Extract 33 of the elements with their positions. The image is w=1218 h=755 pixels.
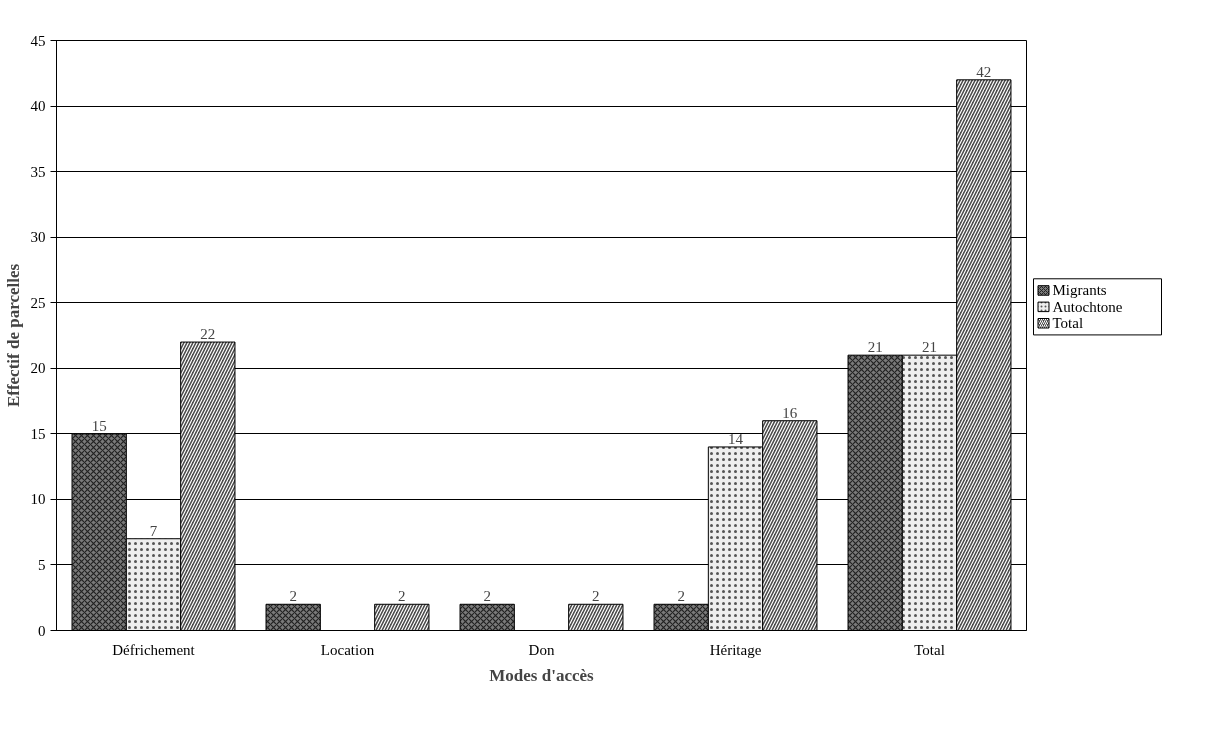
data-label: 14 bbox=[728, 430, 744, 447]
legend-label: Total bbox=[1052, 315, 1084, 332]
data-label: 21 bbox=[867, 339, 883, 356]
data-label: 22 bbox=[200, 326, 216, 343]
y-tick-label: 45 bbox=[30, 32, 46, 49]
y-tick-label: 0 bbox=[38, 622, 46, 639]
data-label: 2 bbox=[483, 588, 491, 605]
data-label: 2 bbox=[398, 588, 406, 605]
y-tick-label: 20 bbox=[30, 360, 46, 377]
y-tick-label: 30 bbox=[30, 229, 46, 246]
data-label: 42 bbox=[976, 63, 992, 80]
y-tick-label: 40 bbox=[30, 98, 46, 115]
y-axis-title: Effectif de parcelles bbox=[3, 263, 23, 408]
data-label: 21 bbox=[922, 339, 937, 356]
data-label: 2 bbox=[677, 588, 685, 605]
legend-label: Autochtone bbox=[1052, 298, 1123, 315]
x-tick-label: Héritage bbox=[709, 641, 762, 658]
data-label: 16 bbox=[782, 404, 798, 421]
y-tick-label: 15 bbox=[30, 425, 46, 442]
x-tick-label: Don bbox=[528, 641, 555, 658]
data-label: 7 bbox=[149, 522, 158, 539]
x-tick-label: Total bbox=[914, 641, 945, 658]
x-axis-title: Modes d'accès bbox=[489, 665, 595, 685]
y-tick-label: 35 bbox=[30, 163, 46, 180]
data-label: 15 bbox=[91, 417, 107, 434]
data-label: 2 bbox=[592, 588, 600, 605]
data-label: 2 bbox=[289, 588, 297, 605]
y-tick-label: 25 bbox=[30, 294, 46, 311]
x-tick-label: Location bbox=[320, 641, 375, 658]
legend-label: Migrants bbox=[1052, 282, 1107, 299]
x-tick-label: Défrichement bbox=[112, 641, 196, 658]
y-tick-label: 5 bbox=[38, 556, 46, 573]
y-tick-label: 10 bbox=[30, 491, 46, 508]
